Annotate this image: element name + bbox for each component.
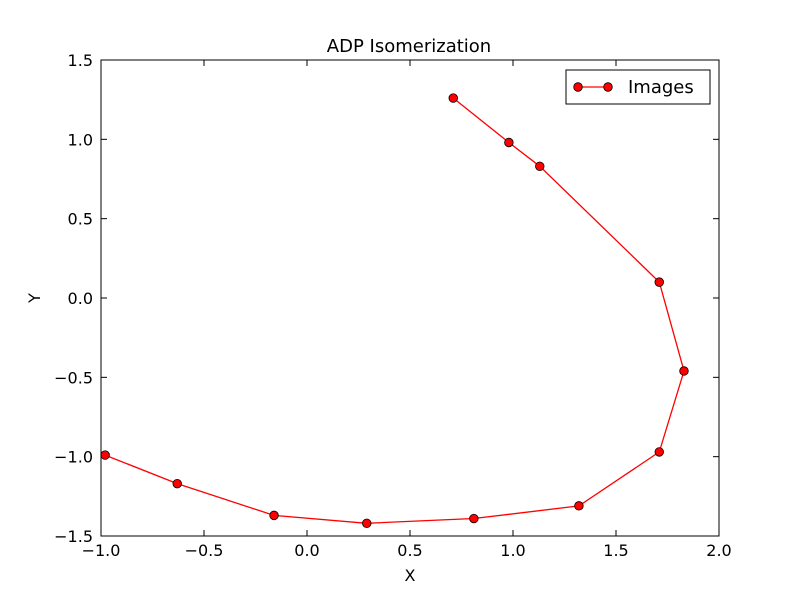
y-axis-label: Y xyxy=(25,293,44,304)
data-point xyxy=(269,510,279,521)
y-tick-label: −0.5 xyxy=(54,368,93,387)
x-tick-label: −0.5 xyxy=(185,541,224,560)
x-tick-label: 0.0 xyxy=(294,541,319,560)
x-tick-label: 1.5 xyxy=(603,541,628,560)
x-tick-label: 2.0 xyxy=(706,541,731,560)
y-tick-label: 0.5 xyxy=(68,210,93,229)
data-point xyxy=(172,478,182,489)
chart-title: ADP Isomerization xyxy=(327,36,491,57)
series-line xyxy=(104,97,685,524)
y-axis-ticks: −1.5 −1.0 −0.5 0.0 0.5 1.0 1.5 xyxy=(54,51,719,546)
series-layer xyxy=(100,93,689,529)
plot-area xyxy=(101,60,719,536)
data-point xyxy=(654,447,664,457)
x-tick-label: −1.0 xyxy=(82,541,121,560)
data-point xyxy=(535,161,545,172)
legend-label: Images xyxy=(628,77,694,98)
data-point xyxy=(654,277,664,287)
legend-marker-right xyxy=(603,82,613,92)
data-point xyxy=(469,513,479,524)
y-tick-label: −1.5 xyxy=(54,527,93,546)
y-tick-label: 1.5 xyxy=(68,51,93,70)
data-point xyxy=(362,518,372,529)
y-tick-label: 1.0 xyxy=(68,130,93,149)
data-point xyxy=(574,501,584,511)
legend: Images xyxy=(565,69,711,105)
x-axis-label: X xyxy=(405,566,416,585)
y-tick-label: −1.0 xyxy=(54,448,93,467)
legend-marker-left xyxy=(573,82,583,92)
y-tick-label: 0.0 xyxy=(68,289,93,308)
data-point xyxy=(679,366,689,376)
data-point xyxy=(100,450,110,460)
x-tick-label: 1.0 xyxy=(500,541,525,560)
data-point xyxy=(448,93,458,103)
x-tick-label: 0.5 xyxy=(397,541,422,560)
plot-frame xyxy=(100,59,720,537)
data-point xyxy=(504,137,514,148)
